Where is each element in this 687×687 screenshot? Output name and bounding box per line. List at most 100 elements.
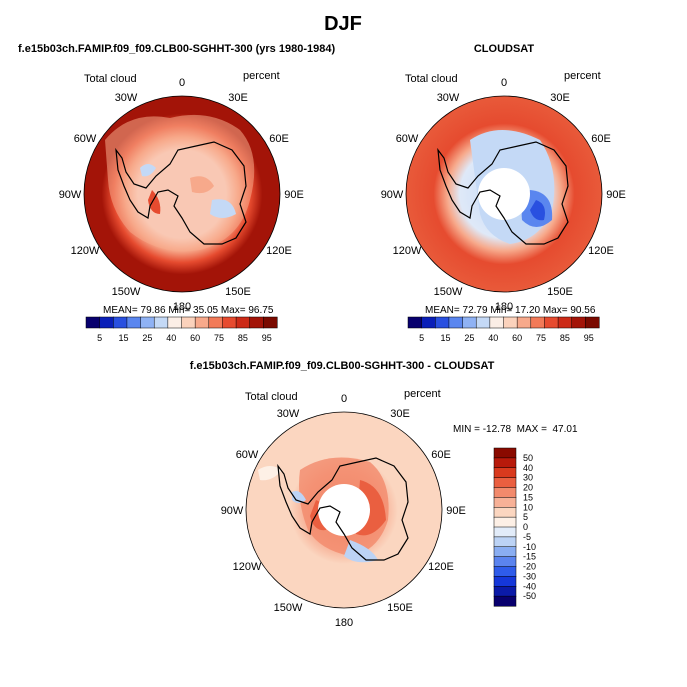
- diff-colorbar-label: 15: [523, 492, 533, 502]
- lon-label: 30E: [390, 408, 410, 420]
- colorbar-swatch: [530, 316, 545, 329]
- lon-label: 30W: [115, 92, 138, 104]
- diff-colorbar-label: 40: [523, 463, 533, 473]
- colorbar-swatch: [140, 316, 155, 329]
- diff-colorbar-swatch: [493, 477, 517, 489]
- colorbar-label: 5: [419, 333, 424, 343]
- colorbar-swatch: [194, 316, 210, 329]
- colorbar-swatch: [544, 316, 559, 329]
- diff-colorbar-label: 50: [523, 453, 533, 463]
- colorbar-swatch: [99, 316, 114, 329]
- lon-label: 60E: [591, 133, 611, 145]
- diff-colorbar-label: 0: [523, 522, 528, 532]
- colorbar-swatch: [167, 316, 183, 329]
- diff-colorbar-swatch: [493, 576, 517, 587]
- lon-label: 150W: [112, 286, 141, 298]
- panel-model-coastline: [115, 141, 247, 245]
- diff-colorbar-swatch: [493, 447, 517, 459]
- lon-label: 30E: [550, 92, 570, 104]
- colorbar-swatch: [407, 316, 423, 329]
- lon-label: 30W: [437, 92, 460, 104]
- diff-colorbar-swatch: [493, 556, 517, 568]
- colorbar-label: 75: [214, 333, 224, 343]
- colorbar-label: 40: [166, 333, 176, 343]
- lon-label: 150E: [225, 286, 251, 298]
- lon-label: 30W: [277, 408, 300, 420]
- lon-label: 90E: [284, 189, 304, 201]
- diff-colorbar-label: -40: [523, 581, 536, 591]
- colorbars: MEAN= 79.86 Min= 35.05 Max= 96.75 MEAN= 7…: [85, 305, 600, 607]
- lon-label: 0: [501, 77, 507, 89]
- diff-colorbar-label: 10: [523, 502, 533, 512]
- diff-colorbar-label: -30: [523, 571, 536, 581]
- diff-colorbar-label: 20: [523, 483, 533, 493]
- panel-model-right-label: percent: [243, 70, 280, 82]
- lon-label: 60E: [269, 133, 289, 145]
- panel-obs-pole-hole: [478, 168, 530, 220]
- colorbar-label: 60: [512, 333, 522, 343]
- diff-colorbar-swatch: [493, 595, 517, 607]
- colorbar-swatch: [503, 316, 518, 329]
- panel-obs-map: [406, 96, 602, 292]
- panel-model: f.e15b03ch.FAMIP.f09_f09.CLB00-SGHHT-300…: [18, 43, 335, 293]
- colorbar-swatch: [448, 316, 464, 329]
- panel-diff-right-label: percent: [404, 388, 441, 400]
- panel-diff-stats: MIN = -12.78 MAX = 47.01: [453, 424, 578, 435]
- lon-label: 90W: [381, 189, 404, 201]
- lon-label: 120W: [233, 561, 262, 573]
- lon-label: 120E: [428, 561, 454, 573]
- lon-label: 120E: [266, 245, 292, 257]
- diff-colorbar-swatch: [493, 507, 517, 518]
- diff-colorbar-swatch: [493, 457, 517, 469]
- diff-colorbar-swatch: [493, 467, 517, 479]
- panel-diff-pole-hole: [318, 484, 370, 536]
- colorbar-swatch: [263, 316, 278, 329]
- lon-label: 120E: [588, 245, 614, 257]
- colorbar-label: 95: [584, 333, 594, 343]
- panel-diff-border: [245, 411, 443, 609]
- panel-model-border: [83, 95, 281, 293]
- figure-title: DJF: [324, 13, 362, 35]
- colorbar-label: 75: [536, 333, 546, 343]
- panel-diff-title: f.e15b03ch.FAMIP.f09_f09.CLB00-SGHHT-300…: [190, 360, 495, 372]
- diff-colorbar-label: 30: [523, 473, 533, 483]
- diff-colorbar-swatch: [493, 497, 517, 508]
- diff-colorbar-label: -50: [523, 591, 536, 601]
- lon-label: 180: [173, 301, 191, 313]
- panel-obs-coastline: [437, 141, 569, 245]
- panel-model-title: f.e15b03ch.FAMIP.f09_f09.CLB00-SGHHT-300…: [18, 43, 335, 55]
- colorbar-swatch: [208, 316, 223, 329]
- colorbar-swatch: [249, 316, 264, 329]
- lon-label: 180: [335, 617, 353, 629]
- diff-colorbar-label: -15: [523, 552, 536, 562]
- colorbar-label: 25: [142, 333, 152, 343]
- lon-label: 120W: [71, 245, 100, 257]
- colorbar-swatch: [571, 316, 586, 329]
- colorbar-swatch: [421, 316, 436, 329]
- diff-colorbar-swatch: [493, 536, 517, 548]
- colorbar-swatch: [126, 316, 142, 329]
- colorbar-swatch: [475, 316, 491, 329]
- lon-label: 90E: [606, 189, 626, 201]
- panel-stats: MEAN= 72.79 Min= 17.20 Max= 90.56: [425, 305, 596, 316]
- colorbar-label: 85: [238, 333, 248, 343]
- colorbar-swatch: [153, 316, 169, 329]
- colorbar-swatch: [462, 316, 477, 329]
- diff-colorbar-swatch: [493, 586, 517, 597]
- diff-colorbar-label: -10: [523, 542, 536, 552]
- panel-obs-title: CLOUDSAT: [474, 43, 535, 55]
- colorbar-swatch: [85, 316, 101, 329]
- lon-label: 120W: [393, 245, 422, 257]
- lon-label: 150W: [274, 602, 303, 614]
- panel-model-left-label: Total cloud: [84, 73, 137, 85]
- colorbar-swatch: [181, 316, 196, 329]
- colorbar-label: 95: [262, 333, 272, 343]
- colorbar-label: 5: [97, 333, 102, 343]
- diff-colorbar-label: -5: [523, 532, 531, 542]
- panel-diff-left-label: Total cloud: [245, 391, 298, 403]
- colorbar-swatch: [113, 316, 128, 329]
- colorbar-swatch: [585, 316, 600, 329]
- colorbar-label: 60: [190, 333, 200, 343]
- lon-label: 150E: [547, 286, 573, 298]
